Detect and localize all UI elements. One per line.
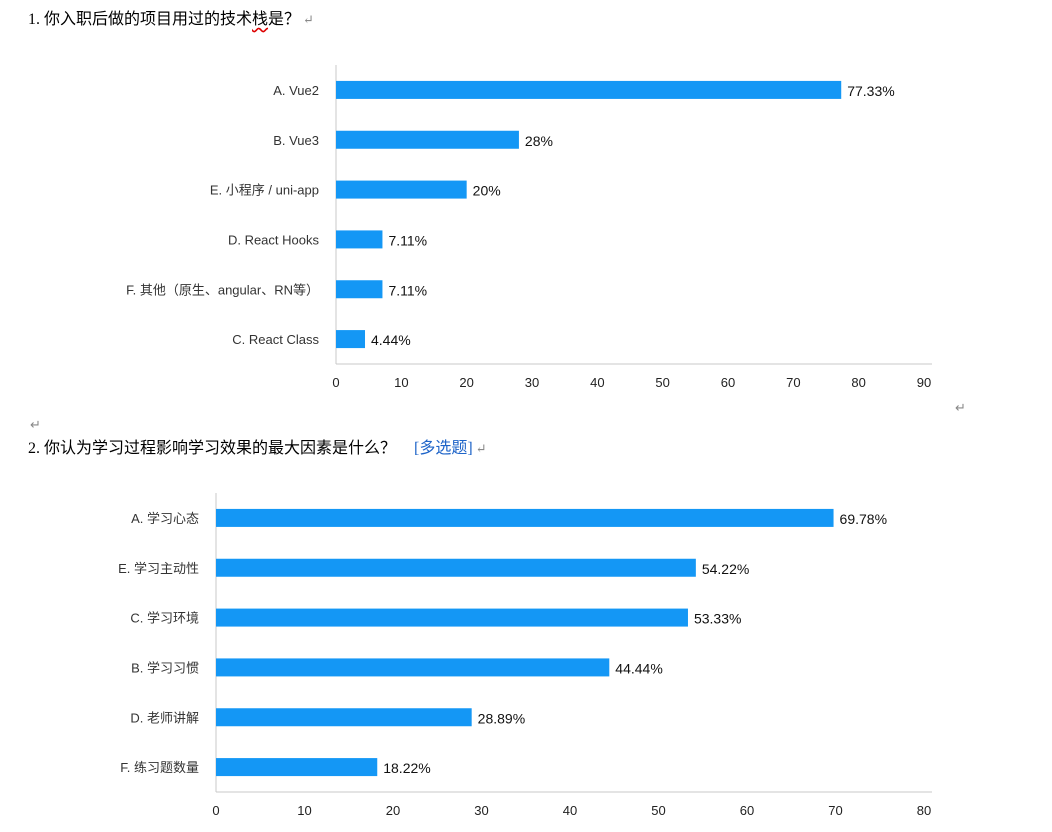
question-2-text: 你认为学习过程影响学习效果的最大因素是什么？ (44, 440, 397, 457)
bar-0 (216, 508, 834, 527)
bar-1 (216, 558, 696, 577)
bar-1 (336, 130, 519, 149)
category-label: B. Vue3 (273, 133, 319, 148)
x-tick-label: 60 (721, 375, 735, 390)
category-label: D. React Hooks (228, 232, 320, 247)
question-1-number: 1. (28, 11, 40, 28)
value-label: 4.44% (371, 332, 411, 348)
value-label: 28.89% (478, 710, 525, 726)
value-label: 20% (473, 183, 501, 199)
return-mark-icon: ↵ (955, 401, 966, 416)
x-tick-label: 70 (786, 375, 800, 390)
value-label: 69.78% (840, 511, 887, 527)
value-label: 28% (525, 133, 553, 149)
x-tick-label: 10 (394, 375, 408, 390)
bar-4 (216, 708, 472, 727)
chart-1: A. Vue2 77.33% B. Vue3 28% E. 小程序 / uni-app 2… (126, 65, 932, 390)
x-tick-label: 10 (297, 803, 311, 818)
value-label: 53.33% (694, 611, 741, 627)
question-1-flagged-word: 栈 (252, 11, 269, 28)
x-tick-label: 80 (851, 375, 865, 390)
x-tick-label: 60 (740, 803, 754, 818)
value-label: 7.11% (388, 282, 427, 298)
bar-2 (336, 180, 467, 199)
category-label: D. 老师讲解 (130, 710, 199, 725)
category-label: F. 练习题数量 (120, 760, 199, 775)
x-tick-label: 50 (655, 375, 669, 390)
category-label: B. 学习习惯 (131, 660, 199, 675)
bar-2 (216, 608, 688, 627)
x-tick-label: 40 (563, 803, 577, 818)
x-tick-label: 70 (828, 803, 842, 818)
question-2-title: 2. 你认为学习过程影响学习效果的最大因素是什么？ [多选题] ↵ (28, 439, 487, 459)
bar-5 (216, 758, 378, 777)
category-label: A. 学习心态 (131, 511, 199, 526)
category-label: A. Vue2 (273, 83, 319, 98)
bar-5 (336, 330, 366, 349)
value-label: 7.11% (388, 232, 427, 248)
category-label: F. 其他（原生、angular、RN等） (126, 282, 319, 297)
bar-0 (336, 80, 842, 99)
bar-3 (336, 230, 383, 249)
x-tick-label: 30 (525, 375, 539, 390)
x-tick-label: 20 (386, 803, 400, 818)
bar-3 (216, 658, 610, 677)
category-label: E. 学习主动性 (118, 561, 199, 576)
x-tick-label: 0 (332, 375, 339, 390)
x-tick-label: 0 (212, 803, 219, 818)
question-2-number: 2. (28, 440, 40, 457)
x-tick-label: 30 (474, 803, 488, 818)
x-tick-label: 90 (917, 375, 931, 390)
x-tick-label: 40 (590, 375, 604, 390)
bar-4 (336, 280, 383, 299)
question-1-text: 你入职后做的项目用过的技术 (44, 11, 253, 28)
return-mark-icon: ↵ (30, 418, 41, 433)
x-tick-label: 80 (917, 803, 931, 818)
return-mark-icon: ↵ (475, 441, 487, 456)
value-label: 18.22% (383, 760, 430, 776)
multi-select-tag: [多选题] (414, 440, 473, 457)
category-label: C. 学习环境 (130, 611, 199, 626)
return-mark-icon: ↵ (303, 12, 314, 27)
x-tick-label: 50 (651, 803, 665, 818)
question-1-title: 1. 你入职后做的项目用过的技术栈是？ ↵ (28, 10, 314, 30)
value-label: 77.33% (847, 83, 894, 99)
value-label: 54.22% (702, 561, 749, 577)
question-1-text-end: 是？ (268, 11, 301, 28)
category-label: C. React Class (232, 332, 319, 347)
x-tick-label: 20 (459, 375, 473, 390)
value-label: 44.44% (615, 660, 662, 676)
category-label: E. 小程序 / uni-app (210, 183, 319, 198)
